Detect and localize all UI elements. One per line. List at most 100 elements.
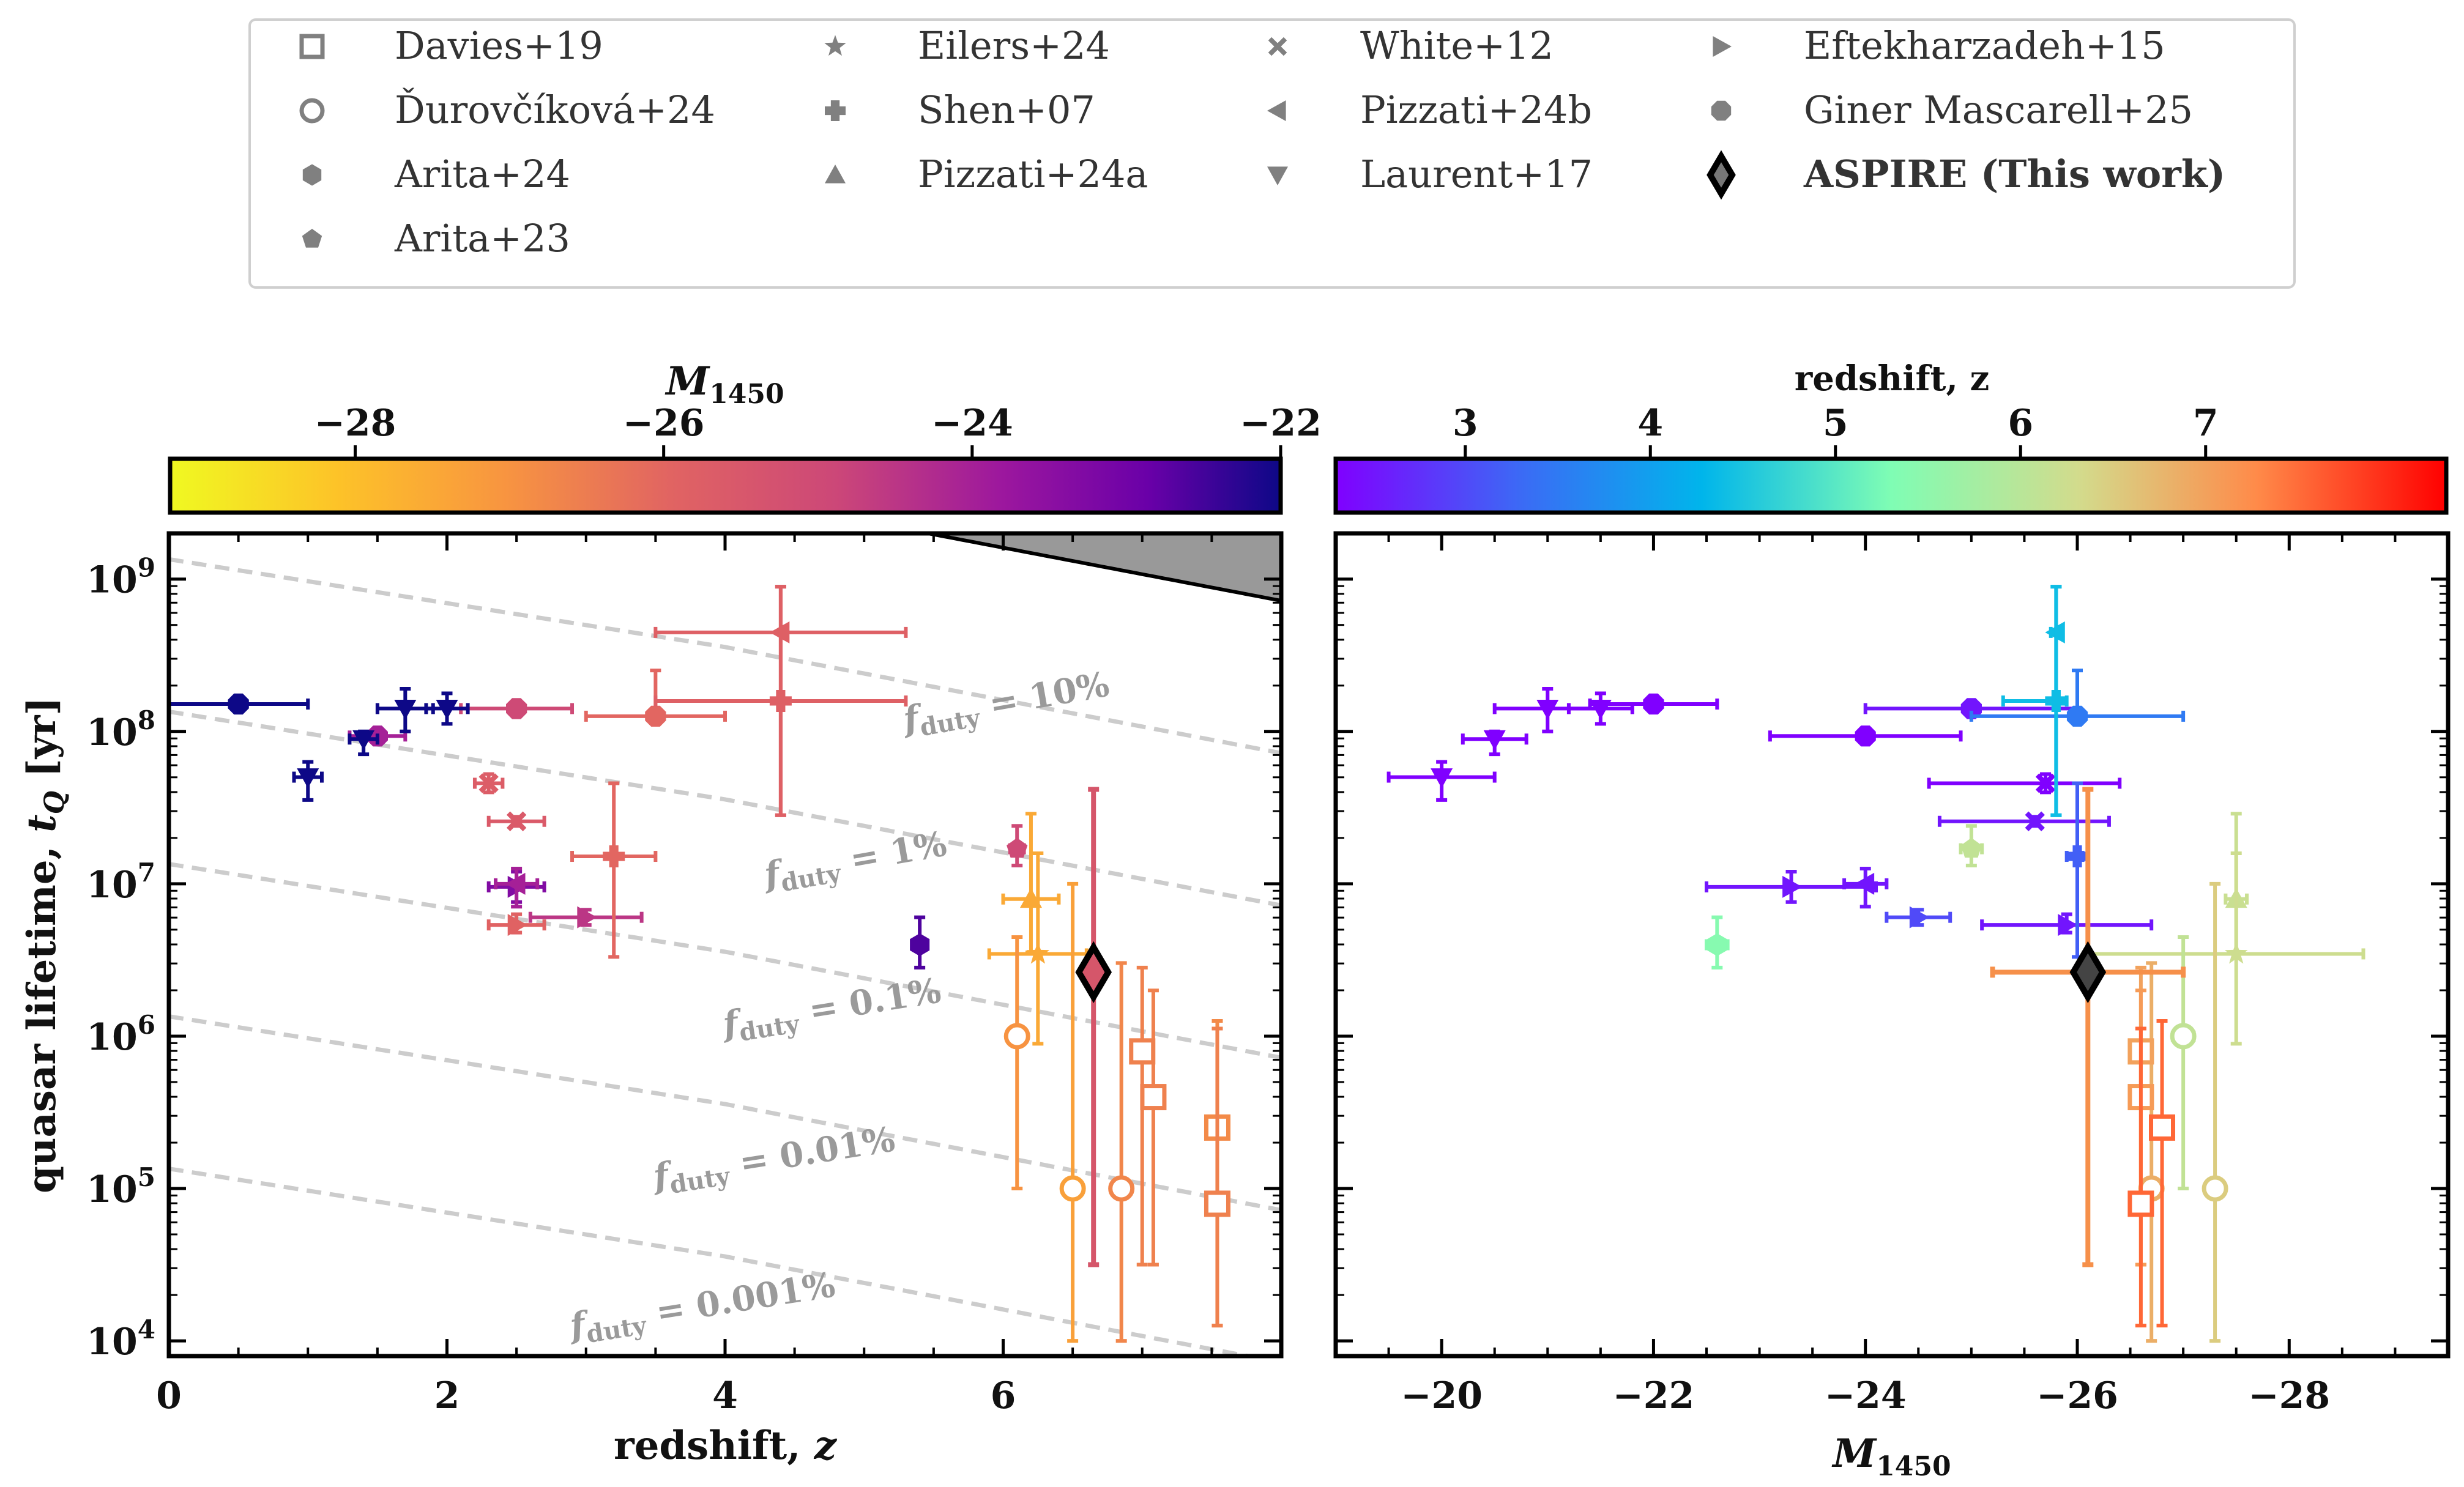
left-point-laurent-17 [292, 760, 324, 802]
left-point-laurent-17 [375, 687, 435, 733]
right-point-davies-19 [2127, 1026, 2154, 1328]
right-point-shen-07 [2001, 585, 2069, 817]
legend-label: Giner Mascarell+25 [1804, 87, 2193, 132]
colorbar-right-bar [1333, 456, 2449, 515]
left-axes-frame [166, 531, 1284, 1359]
colorbar-left-tick-label: −22 [1240, 402, 1322, 445]
left-point-davies-19 [1129, 965, 1156, 1267]
left-point-arita-23 [1007, 824, 1028, 867]
right-x-tick-label: −26 [2036, 1374, 2118, 1417]
duty-cycle-label: fduty = 1% [759, 823, 950, 900]
left-point-white-12 [486, 811, 546, 831]
colorbar-right-tick-label: 3 [1453, 402, 1478, 445]
legend-label: White+12 [1360, 23, 1554, 68]
duty-cycle-curve [169, 557, 1281, 755]
legend-marker-octagon [1711, 100, 1732, 121]
right-panel: −20 −22 −24 −26 −28 M1450 [1333, 531, 2451, 1482]
legend-label: Eftekharzadeh+15 [1804, 23, 2165, 68]
left-point-arita-24 [910, 915, 930, 970]
legend-marker-star [824, 35, 846, 56]
left-point--urov-kov-24 [1108, 961, 1135, 1343]
right-point-eftekharzadeh-15 [1980, 912, 2154, 936]
right-axes-frame [1333, 531, 2451, 1359]
left-x-tick-label: 0 [156, 1374, 182, 1417]
right-point-arita-24 [1705, 915, 1730, 970]
right-point-giner-mascarell-25 [1969, 669, 2186, 727]
right-x-label: M1450 [1831, 1431, 1951, 1482]
legend-entry: Arita+24 [302, 152, 570, 196]
right-point-aspire-this-work- [1990, 787, 2186, 1267]
right-point-eilers-24 [2086, 851, 2365, 1046]
colorbar-left-tick-label: −24 [931, 402, 1013, 445]
legend-entry: Ďurovčíková+24 [299, 87, 715, 132]
left-x-tick-label: 2 [434, 1374, 460, 1417]
legend-entry: Pizzati+24b [1267, 87, 1592, 132]
legend-entry: White+12 [1268, 23, 1554, 68]
right-point-white-12 [1937, 811, 2111, 831]
legend-entry: Pizzati+24a [825, 152, 1148, 196]
legend-marker-pentagon [302, 229, 322, 248]
right-point--urov-kov-24 [2170, 935, 2197, 1191]
left-y-label: quasar lifetime, tQ [yr] [19, 697, 70, 1193]
left-y-tick-label: 104 [86, 1315, 155, 1363]
legend-label: Laurent+17 [1360, 152, 1593, 196]
legend-marker-triangle-up [825, 165, 846, 184]
left-y-tick-label: 109 [86, 553, 155, 602]
left-point-eftekharzadeh-15 [528, 906, 644, 929]
legend-entry: Shen+07 [825, 87, 1095, 132]
legend: Davies+19 Ďurovčíková+24 Arita+24 Arita+23 E… [248, 18, 2296, 289]
legend-marker-plus [825, 100, 846, 121]
right-point--urov-kov-24 [2202, 881, 2228, 1343]
left-x-label: redshift, z [614, 1423, 838, 1469]
colorbar-right-title: redshift, z [1795, 358, 1990, 399]
right-point-eftekharzadeh-15 [1705, 869, 1878, 904]
right-point-laurent-17 [1566, 691, 1634, 726]
legend-entry: Giner Mascarell+25 [1711, 87, 2193, 132]
left-point-davies-19 [1204, 1026, 1230, 1328]
legend-marker-x [1268, 37, 1287, 56]
legend-label: Pizzati+24a [918, 152, 1148, 196]
legend-label: Davies+19 [395, 23, 603, 68]
legend-marker-triangle-left [1267, 100, 1286, 121]
colorbar-left: M1450 −28 −26 −24 −22 [168, 358, 1322, 515]
left-y-tick-label: 106 [86, 1010, 155, 1059]
left-x-tick-label: 4 [712, 1374, 738, 1417]
left-x-tick-label: 6 [991, 1374, 1016, 1417]
colorbar-right-tick-label: 4 [1637, 402, 1663, 445]
colorbar-left-tick-label: −26 [623, 402, 705, 445]
duty-cycle-curve [169, 709, 1281, 908]
right-point-pizzati-24b [1842, 866, 1889, 909]
left-point-shen-07 [570, 781, 658, 959]
legend-label: Arita+23 [394, 216, 570, 261]
right-x-tick-label: −24 [1825, 1374, 1907, 1417]
legend-label: ASPIRE (This work) [1803, 152, 2225, 196]
legend-marker-diamond [1707, 150, 1736, 200]
legend-marker-hexagon [302, 164, 322, 186]
left-point-aspire-this-work- [1075, 787, 1112, 1267]
left-point-giner-mascarell-25 [459, 698, 575, 719]
left-point-giner-mascarell-25 [169, 693, 310, 715]
legend-entry: Arita+23 [302, 216, 570, 261]
left-y-tick-label: 108 [86, 705, 155, 754]
right-x-tick-label: −28 [2248, 1374, 2330, 1417]
legend-entry: Eftekharzadeh+15 [1713, 23, 2165, 68]
legend-label: Eilers+24 [918, 23, 1110, 68]
left-point-laurent-17 [348, 729, 379, 757]
legend-marker-square-open [299, 34, 325, 59]
left-point-eftekharzadeh-15 [486, 912, 546, 936]
right-point-giner-mascarell-25 [1768, 725, 1963, 747]
left-panel: fduty = 10% fduty = 1% fduty = 0.1% fduty =… [19, 531, 1284, 1469]
legend-label: Ďurovčíková+24 [395, 87, 715, 132]
duty-cycle-label: fduty = 0.001% [565, 1264, 839, 1351]
right-point-eftekharzadeh-15 [1885, 906, 1952, 929]
left-point-laurent-17 [424, 691, 470, 726]
colorbar-left-bar [168, 456, 1283, 515]
left-y-tick-label: 105 [86, 1162, 155, 1211]
legend-entry: ASPIRE (This work) [1707, 150, 2225, 200]
left-point-pizzati-24a [1001, 812, 1061, 954]
legend-entry: Davies+19 [299, 23, 603, 68]
left-point-pizzati-24b [494, 866, 540, 909]
left-point--urov-kov-24 [1003, 935, 1030, 1191]
left-point-white-12 [472, 772, 505, 795]
